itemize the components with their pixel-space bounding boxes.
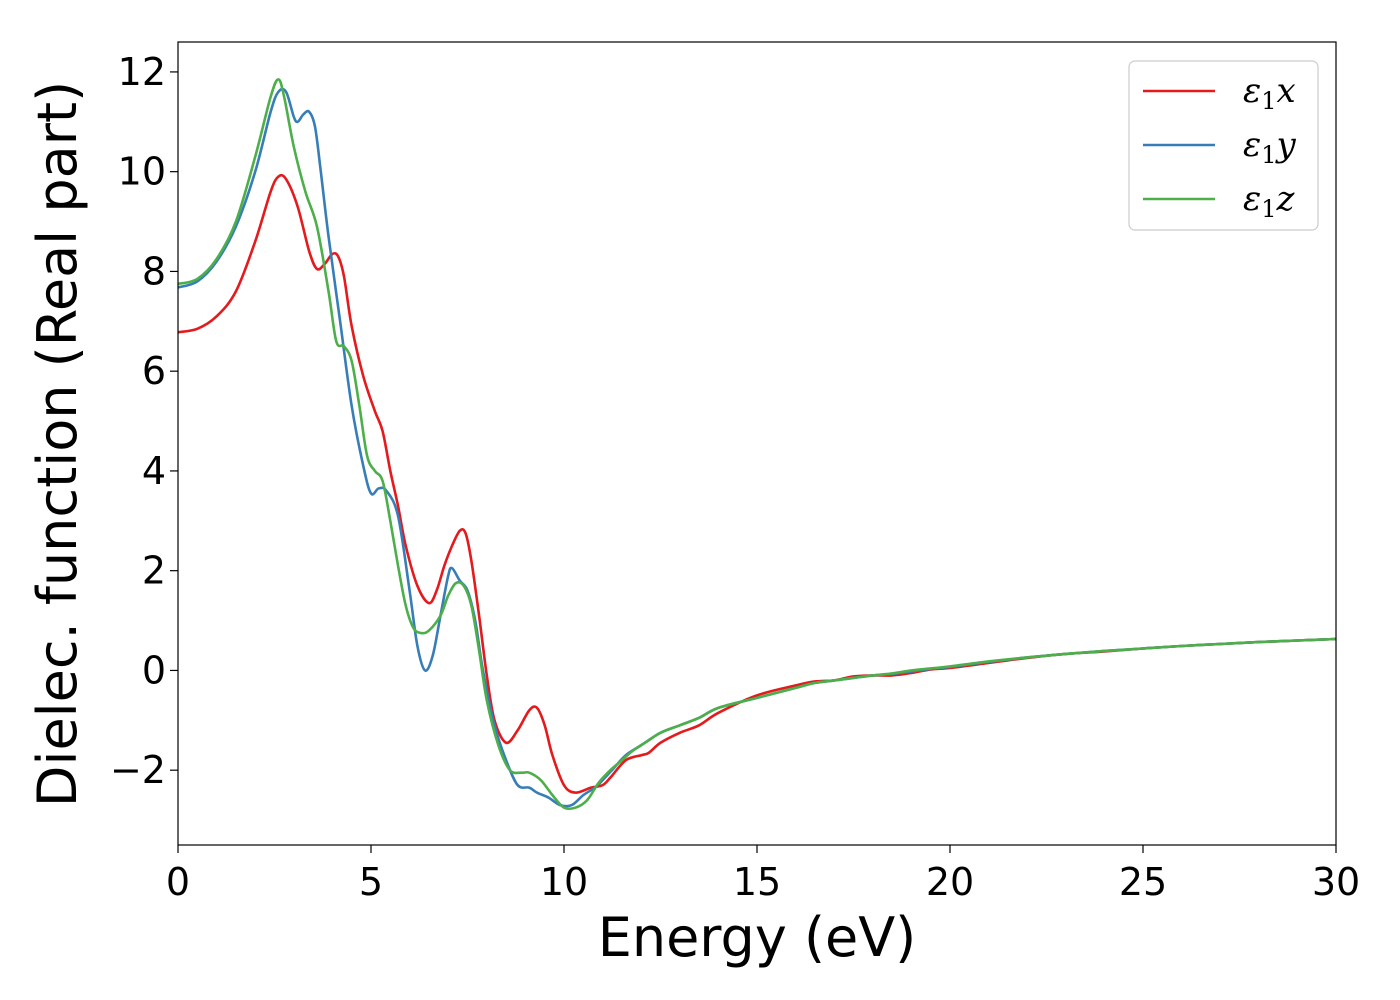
y-tick-label: 12 [118, 50, 166, 94]
y-tick-label: 2 [142, 549, 166, 593]
y-axis-ticks: −2 0 2 4 6 8 10 12 [110, 50, 178, 792]
legend-label: ε1x [1243, 71, 1296, 115]
y-tick-label: 6 [142, 349, 166, 393]
y-tick-label: −2 [110, 748, 166, 792]
x-tick-label: 20 [926, 860, 974, 904]
x-tick-label: 25 [1119, 860, 1167, 904]
legend-label-suffix: z [1276, 179, 1296, 219]
legend-label: ε1z [1243, 179, 1296, 223]
series-line-z [178, 78, 1336, 811]
legend-label: ε1y [1243, 125, 1297, 169]
legend-label-base: ε [1243, 71, 1261, 111]
x-axis-ticks: 0 5 10 15 20 25 30 [166, 845, 1360, 904]
legend-label-sub: 1 [1261, 195, 1276, 223]
series-layer [178, 78, 1336, 811]
y-tick-label: 10 [118, 150, 166, 194]
legend-label-suffix: y [1275, 125, 1297, 165]
legend-label-sub: 1 [1261, 87, 1276, 115]
legend-box [1128, 60, 1319, 231]
x-tick-label: 10 [540, 860, 588, 904]
y-tick-label: 4 [142, 449, 166, 493]
x-axis-title: Energy (eV) [598, 906, 917, 969]
x-tick-label: 15 [733, 860, 781, 904]
legend-label-sub: 1 [1261, 141, 1276, 169]
legend-label-base: ε [1243, 125, 1261, 165]
y-tick-label: 8 [142, 249, 166, 293]
y-axis-title: Dielec. function (Real part) [26, 81, 89, 807]
x-tick-label: 5 [359, 860, 383, 904]
x-tick-label: 30 [1312, 860, 1360, 904]
legend-label-base: ε [1243, 179, 1261, 219]
y-tick-label: 0 [142, 648, 166, 692]
series-line-x [178, 173, 1336, 794]
x-tick-label: 0 [166, 860, 190, 904]
legend-label-suffix: x [1277, 71, 1296, 111]
